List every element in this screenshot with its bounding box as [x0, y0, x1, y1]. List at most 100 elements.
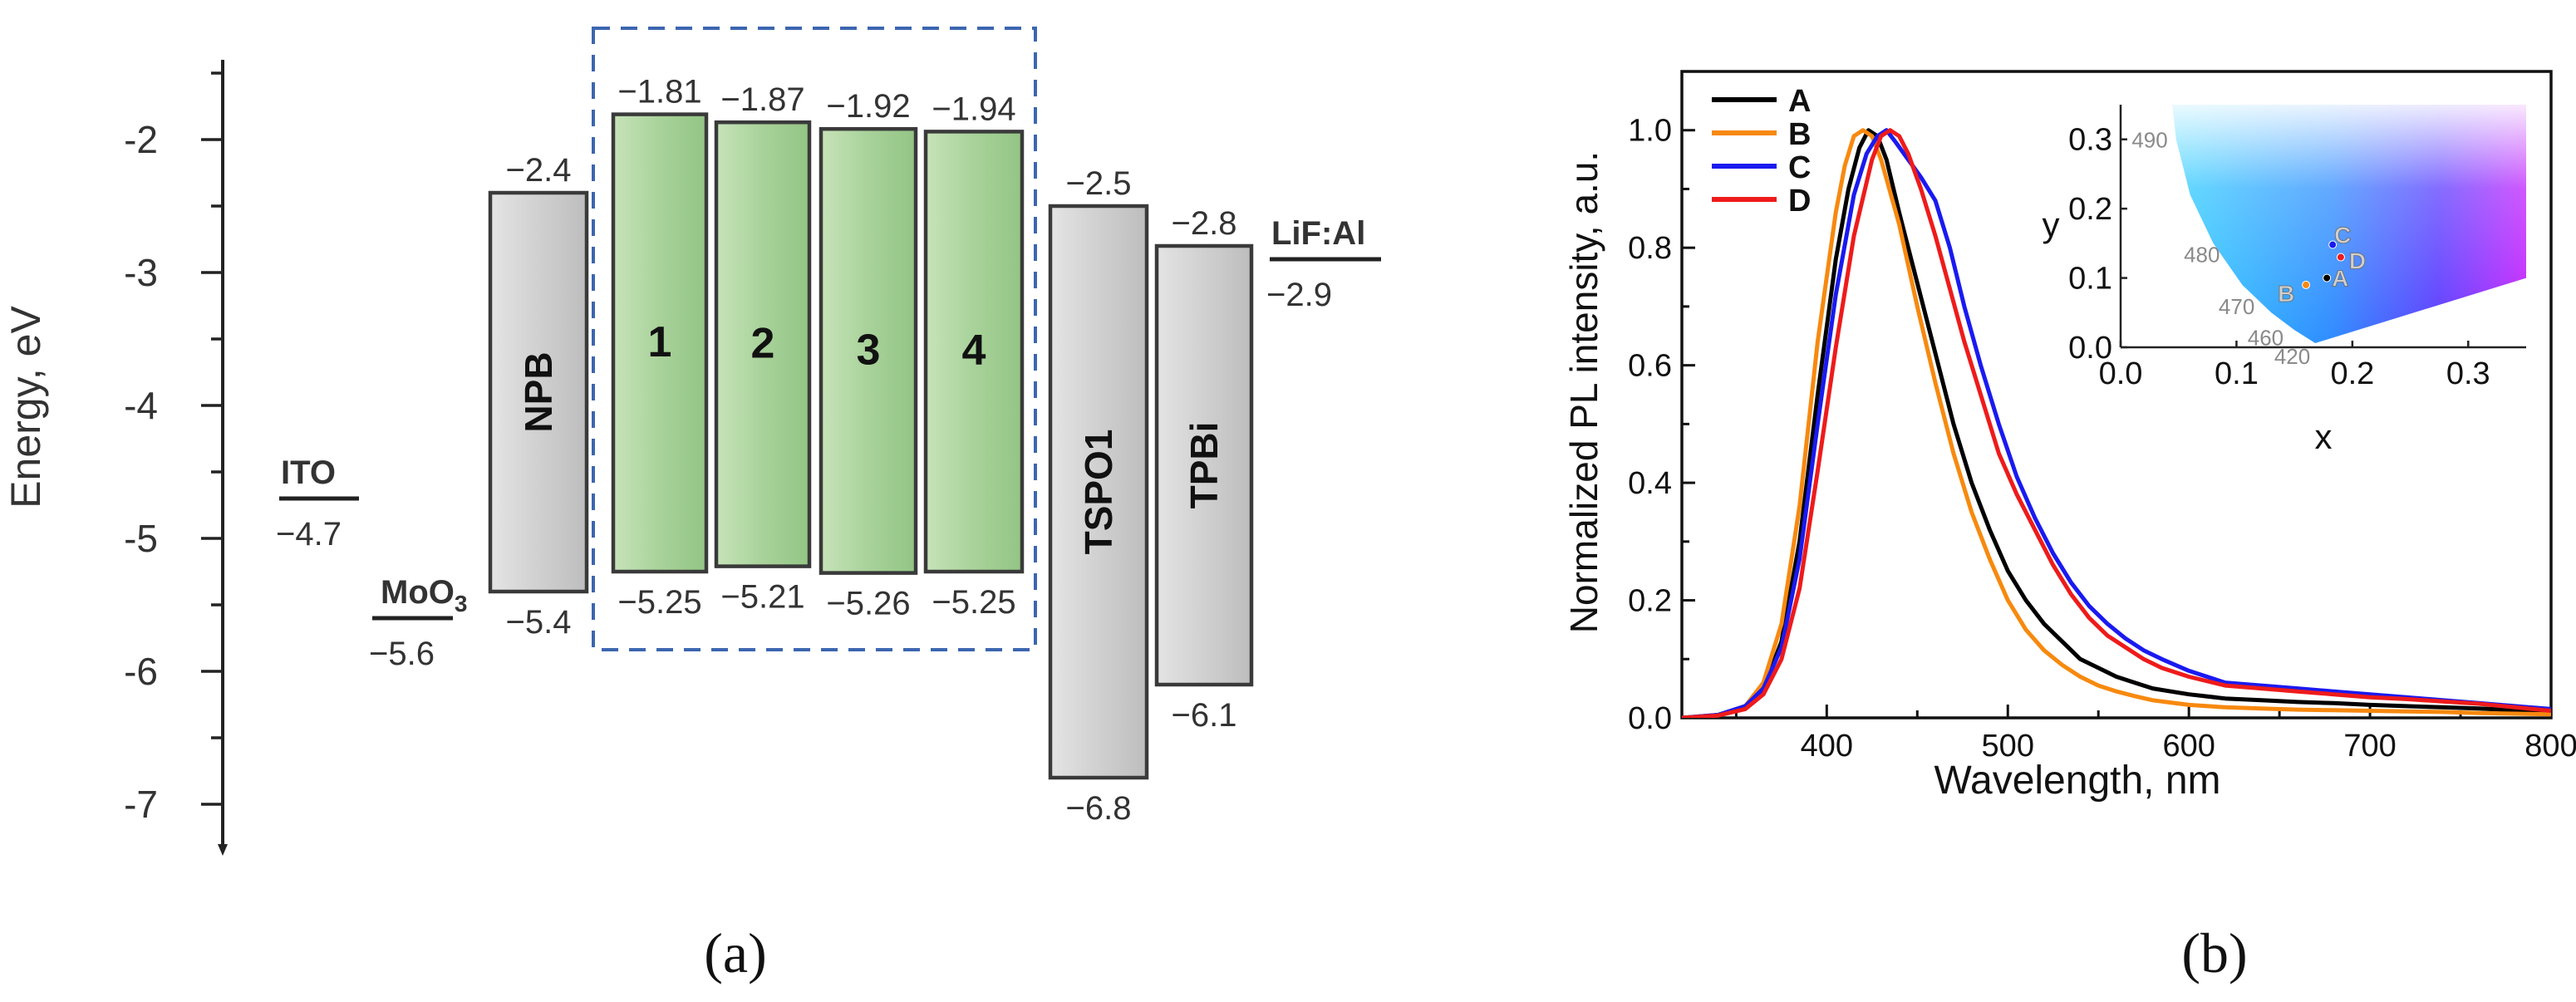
- cie-point-label: A: [2332, 266, 2348, 292]
- pl-x-tick-label: 400: [1801, 729, 1853, 764]
- layer-bar: [923, 130, 1025, 574]
- legend-item-c: C: [1712, 150, 1811, 185]
- cie-point-label: B: [2278, 281, 2294, 307]
- electrode-name: ITO: [281, 454, 336, 491]
- layer-lumo-label: −2.4: [506, 152, 572, 189]
- cie-point-label: C: [2334, 223, 2351, 248]
- layer-bar: [819, 126, 918, 575]
- pl-y-axis-label: Normalized PL intensity, a.u.: [1562, 151, 1605, 633]
- cie-y-tick-label: 0.3: [2068, 123, 2112, 158]
- pl-x-axis-label: Wavelength, nm: [1934, 759, 2220, 803]
- cie-x-axis-label: x: [2315, 417, 2333, 456]
- layer-name: 2: [751, 319, 775, 367]
- energy-axis-label: Energy, eV: [2, 306, 49, 508]
- layer-homo-label: −6.8: [1066, 790, 1132, 827]
- energy-diagram: -2 -3 -4 -5 -6 -7 Energy, eV ITO −4.7 MoO3 −5.6 L…: [2, 27, 1381, 856]
- pl-y-tick-label: 0.2: [1628, 584, 1672, 619]
- layer-tspo1: TSPO1 −2.5 −6.8: [1048, 165, 1149, 827]
- cie-point-c: C: [2328, 222, 2352, 249]
- layer-bar: [488, 190, 589, 594]
- layer-2: 2 −1.87 −5.21: [714, 81, 812, 616]
- cie-wavelength-label: 490: [2131, 128, 2167, 153]
- electrode-value: −2.9: [1266, 277, 1332, 313]
- pl-x-tick-label: 800: [2524, 729, 2576, 764]
- legend-item-b: B: [1712, 117, 1811, 152]
- electrode-name: MoO3: [381, 574, 467, 616]
- pl-series: [1682, 128, 2551, 718]
- pl-axis-ticks: 400 500 600 700 800 0.0 0.2 0.4 0.6 0.8 1.0: [1628, 114, 2576, 764]
- cie-points: A B CD: [2278, 222, 2367, 307]
- legend-item-a: A: [1712, 84, 1811, 119]
- cie-marker: [2323, 273, 2332, 282]
- cie-point-b: B: [2278, 280, 2311, 307]
- series-line-c: [1682, 128, 2551, 718]
- cie-x-tick-label: 0.2: [2330, 356, 2374, 391]
- layer-name: NPB: [517, 351, 560, 432]
- layer-3: 3 −1.92 −5.26: [819, 88, 918, 622]
- electrode-moo3: MoO3 −5.6: [369, 574, 467, 672]
- layer-1: 1 −1.81 −5.25: [611, 74, 709, 621]
- cie-point-a: A: [2323, 265, 2349, 292]
- layer-lumo-label: −1.87: [720, 81, 804, 118]
- cie-marker: [2336, 253, 2345, 262]
- layer-homo-label: −6.1: [1172, 697, 1237, 734]
- pl-x-tick-label: 700: [2343, 729, 2396, 764]
- cie-inset: 0.0 0.1 0.2 0.3 0.0 0.1 0.2 0.3 490 480 470 460420…: [2043, 105, 2526, 456]
- pl-y-tick-label: 0.8: [1628, 231, 1672, 266]
- pl-y-tick-label: 0.6: [1628, 349, 1672, 384]
- energy-tick-label: -2: [124, 118, 158, 161]
- layer-4: 4 −1.94 −5.25: [923, 91, 1025, 621]
- layer-name: 4: [962, 327, 986, 375]
- layer-name: 1: [648, 318, 672, 366]
- pl-y-tick-label: 0.4: [1628, 466, 1672, 501]
- energy-axis-arrow: [218, 844, 228, 856]
- legend-item-d: D: [1712, 184, 1811, 219]
- plot-frame: [1680, 70, 2553, 720]
- electrode-levels: ITO −4.7 MoO3 −5.6 LiF:Al −2.9: [276, 215, 1381, 672]
- legend-label: D: [1788, 184, 1811, 219]
- energy-tick-label: -3: [124, 251, 158, 294]
- layer-name: TSPO1: [1077, 430, 1120, 555]
- layer-lumo-label: −1.94: [932, 91, 1015, 127]
- emitter-group-box: [592, 27, 1037, 651]
- layer-homo-label: −5.25: [932, 584, 1015, 621]
- energy-axis-ticks: -2 -3 -4 -5 -6 -7: [124, 71, 228, 856]
- cie-x-tick-label: 0.0: [2099, 356, 2143, 391]
- energy-tick-label: -4: [124, 384, 158, 427]
- layer-homo-label: −5.21: [720, 579, 804, 616]
- cie-color-region-highlight: [2172, 105, 2526, 343]
- layer-bars: NPB−2.4−5.41−1.81−5.252−1.87−5.213−1.92−…: [488, 74, 1254, 827]
- electrode-name: LiF:Al: [1271, 215, 1365, 252]
- pl-x-tick-label: 600: [2162, 729, 2215, 764]
- cie-point-d: D: [2336, 248, 2367, 274]
- layer-homo-label: −5.25: [617, 584, 701, 621]
- cie-y-tick-label: 0.1: [2068, 262, 2112, 297]
- series-line-d: [1682, 128, 2551, 718]
- electrode-ito: ITO −4.7: [276, 454, 359, 553]
- energy-tick-label: -6: [124, 650, 158, 693]
- cie-marker: [2328, 240, 2338, 249]
- cie-wavelength-label: 420: [2274, 344, 2310, 369]
- series-line-a: [1682, 128, 2551, 718]
- layer-bar: [1048, 204, 1149, 780]
- layer-homo-label: −5.26: [826, 586, 910, 622]
- cie-x-tick-label: 0.1: [2215, 356, 2259, 391]
- cie-y-tick-label: 0.0: [2068, 331, 2112, 366]
- layer-homo-label: −5.4: [506, 604, 572, 641]
- cie-marker: [2302, 280, 2311, 289]
- electrode-value: −4.7: [276, 516, 342, 553]
- legend-label: A: [1788, 84, 1811, 119]
- layer-lumo-label: −2.8: [1172, 205, 1237, 242]
- cie-y-axis-label: y: [2043, 205, 2060, 244]
- layer-lumo-label: −1.92: [826, 88, 910, 125]
- legend-label: B: [1788, 117, 1811, 152]
- electrode-value: −5.6: [369, 636, 435, 672]
- layer-bar: [714, 120, 812, 568]
- legend-label: C: [1788, 150, 1811, 185]
- pl-y-tick-label: 1.0: [1628, 114, 1672, 149]
- cie-wavelength-label: 480: [2184, 242, 2220, 267]
- pl-chart: 400 500 600 700 800 0.0 0.2 0.4 0.6 0.8 1.0 Wavele…: [1562, 70, 2576, 803]
